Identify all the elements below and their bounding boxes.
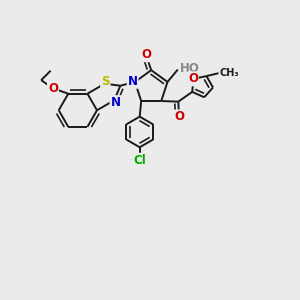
Text: N: N bbox=[110, 96, 121, 109]
Text: O: O bbox=[188, 72, 198, 85]
Text: CH₃: CH₃ bbox=[219, 68, 239, 78]
Text: O: O bbox=[48, 82, 58, 95]
Text: S: S bbox=[101, 75, 110, 88]
Text: HO: HO bbox=[180, 61, 200, 75]
Text: O: O bbox=[141, 48, 151, 61]
Text: O: O bbox=[174, 110, 184, 123]
Text: Cl: Cl bbox=[133, 154, 146, 167]
Text: N: N bbox=[128, 75, 138, 88]
